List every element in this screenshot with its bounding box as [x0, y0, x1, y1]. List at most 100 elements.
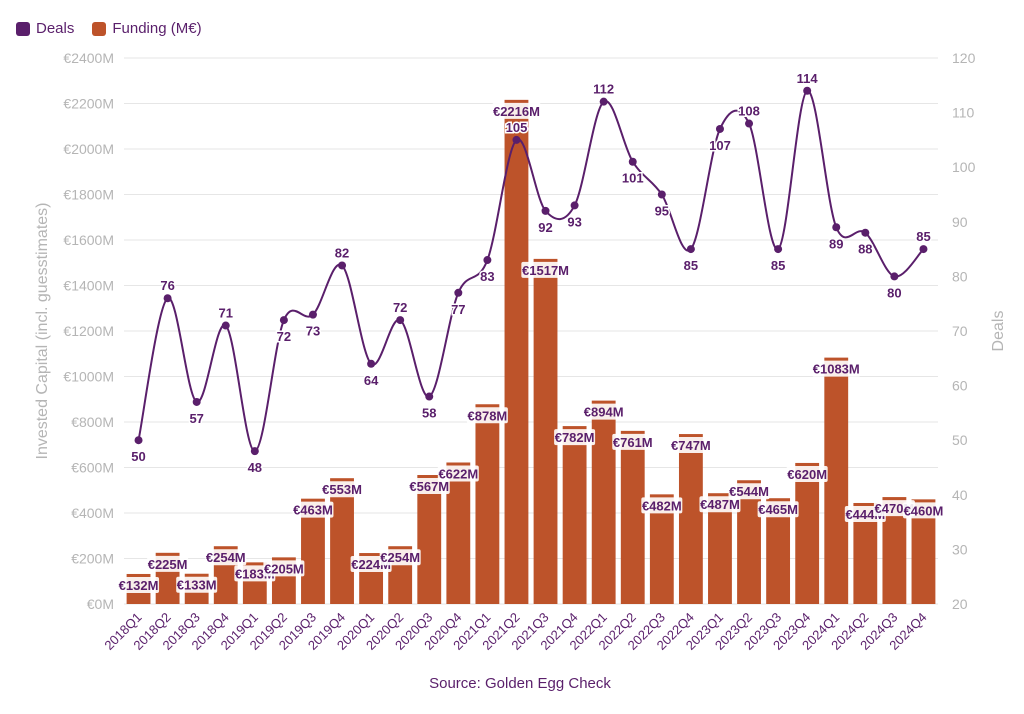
y-tick-label: €400M [71, 505, 114, 521]
funding-label-bg [466, 407, 508, 424]
deals-point [861, 228, 870, 237]
y2-tick-label: 120 [952, 50, 976, 66]
funding-bar [504, 99, 529, 605]
funding-data-label: €747M [671, 438, 711, 453]
funding-label-bg [205, 549, 247, 566]
deals-data-label: 73 [306, 324, 320, 339]
funding-label-bg [670, 437, 712, 454]
deals-data-label: 85 [916, 229, 930, 244]
funding-bar [649, 494, 674, 604]
funding-data-label: €553M [322, 482, 362, 497]
funding-data-label: €567M [409, 479, 449, 494]
deals-data-label: 93 [567, 214, 581, 229]
deals-data-label: 76 [160, 278, 174, 293]
funding-label-bg [728, 483, 770, 500]
deals-point [454, 288, 463, 297]
funding-label-bg [757, 501, 799, 518]
deals-point [541, 206, 550, 215]
deals-data-label: 48 [248, 460, 262, 475]
legend-label-funding: Funding (M€) [112, 20, 202, 37]
funding-label-bg [118, 576, 160, 593]
funding-data-label: €225M [148, 557, 188, 572]
deals-data-label: 107 [709, 138, 731, 153]
funding-data-label: €2216M [493, 104, 540, 119]
funding-label-bg [554, 429, 596, 446]
deals-point [163, 294, 172, 303]
deals-point [657, 190, 666, 199]
funding-label-bg [321, 481, 363, 498]
funding-data-label: €1517M [522, 263, 569, 278]
deals-point [599, 97, 608, 106]
funding-bar [330, 478, 354, 604]
deals-data-label: 112 [593, 82, 614, 97]
deals-swatch [16, 21, 30, 36]
deals-point [279, 316, 288, 325]
deals-point [221, 321, 230, 330]
funding-data-label: €1083M [813, 362, 860, 377]
deals-data-label: 105 [506, 120, 528, 135]
funding-label-bg [902, 502, 944, 519]
funding-label-bg [263, 560, 305, 577]
deals-data-label: 88 [858, 242, 872, 257]
deals-point [832, 223, 841, 232]
funding-data-label: €482M [642, 498, 682, 513]
deals-point [425, 392, 434, 401]
funding-label-bg [612, 433, 654, 450]
funding-labels: €132M€225M€133M€254M€183M€205M€463M€553M… [118, 102, 944, 593]
funding-label-bg [408, 478, 450, 495]
y-axis-title: Invested Capital (incl. guesstimates) [34, 203, 51, 460]
deals-data-label: 57 [189, 411, 203, 426]
legend-item-funding[interactable]: Funding (M€) [92, 20, 202, 37]
deals-data-label: 83 [480, 269, 494, 284]
deals-data-label: 72 [277, 329, 291, 344]
deals-data-label: 95 [655, 204, 669, 219]
legend-item-deals[interactable]: Deals [16, 20, 74, 37]
funding-data-label: €782M [555, 430, 595, 445]
deals-data-label: 85 [684, 258, 698, 273]
y2-tick-label: 70 [952, 323, 968, 339]
funding-bar [708, 493, 732, 604]
deals-data-label: 77 [451, 302, 465, 317]
funding-data-label: €133M [177, 578, 217, 593]
funding-data-label: €878M [468, 408, 508, 423]
deals-point [338, 261, 347, 270]
funding-data-label: €544M [729, 484, 769, 499]
deals-point [686, 245, 695, 254]
funding-bars [126, 99, 936, 605]
funding-label-bg [176, 576, 218, 593]
funding-bar [824, 357, 849, 604]
funding-bar [678, 434, 703, 604]
funding-bar [737, 480, 761, 604]
y-tick-label: €2000M [63, 141, 114, 157]
funding-bar [795, 462, 820, 604]
funding-label-bg [641, 497, 683, 514]
deals-point [774, 245, 783, 254]
deals-point [919, 245, 928, 254]
funding-bar [533, 258, 558, 604]
funding-data-label: €132M [119, 578, 159, 593]
deals-point [570, 201, 579, 210]
funding-bar [301, 498, 325, 604]
y2-tick-label: 30 [952, 541, 968, 557]
deals-point [803, 86, 812, 95]
funding-bar [620, 430, 645, 604]
deals-data-label: 58 [422, 406, 436, 421]
y-tick-label: €1600M [63, 232, 114, 248]
y2-tick-label: 110 [952, 105, 975, 121]
y2-axis-title: Deals [990, 311, 1007, 352]
deals-data-label: 82 [335, 245, 349, 260]
deals-point [745, 119, 754, 128]
deals-data-label: 101 [622, 171, 644, 186]
funding-bar [475, 404, 500, 604]
funding-label-bg [492, 102, 541, 119]
funding-data-label: €460M [904, 503, 944, 518]
deals-point [250, 447, 259, 456]
funding-data-label: €894M [584, 405, 624, 420]
funding-bar [766, 498, 791, 604]
funding-label-bg [437, 465, 479, 482]
deals-data-label: 92 [538, 220, 552, 235]
funding-bar [417, 475, 442, 604]
funding-bar [911, 499, 936, 604]
funding-bar [853, 502, 878, 604]
funding-data-label: €254M [380, 550, 420, 565]
